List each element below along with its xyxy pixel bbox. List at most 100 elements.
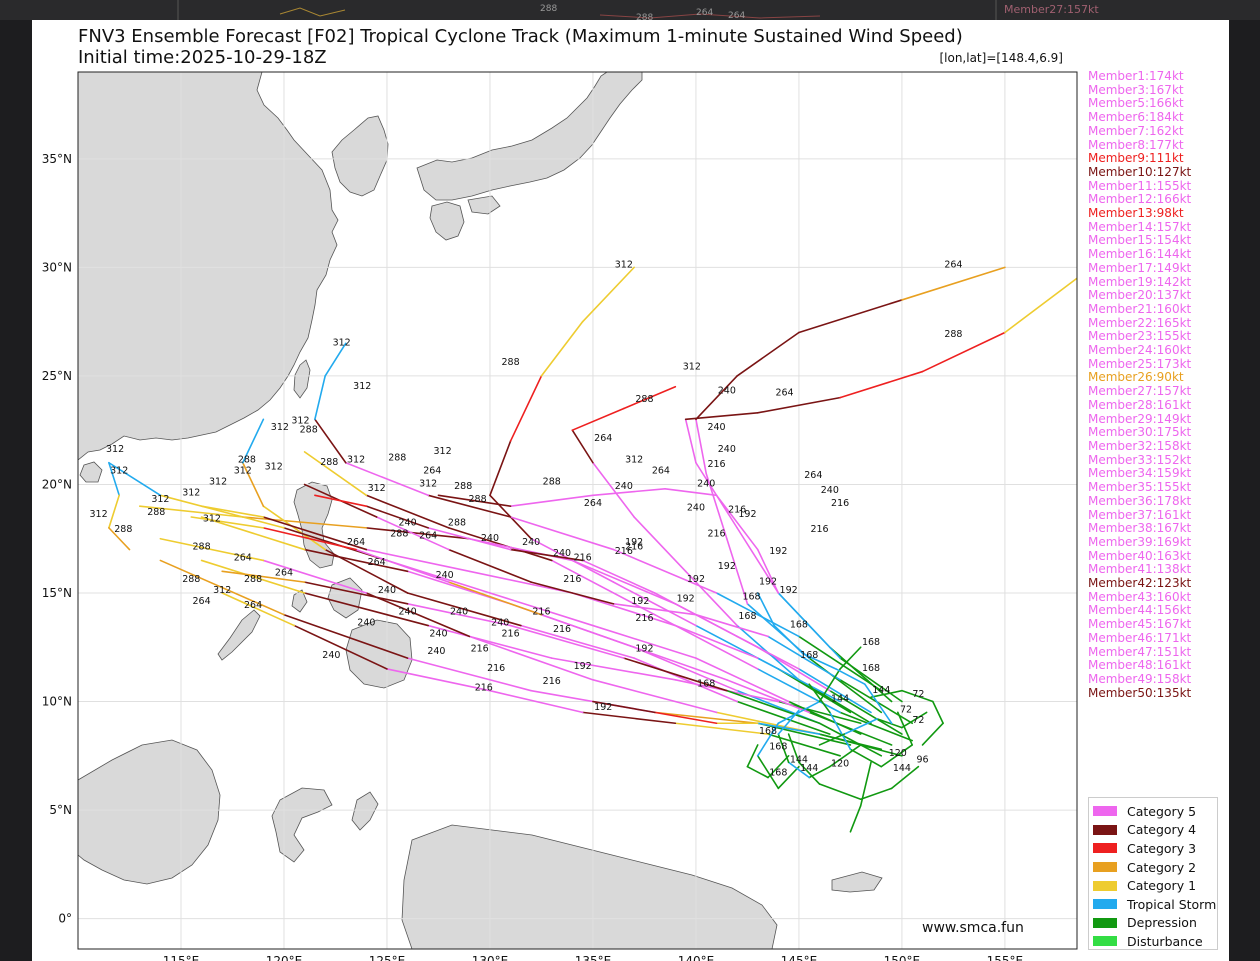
forecast-hour-label: 192 [677,594,695,605]
forecast-hour-label: 264 [244,600,262,611]
track-segment [695,418,708,475]
forecast-hour-label: 216 [475,683,493,694]
forecast-hour-label: 216 [625,542,643,553]
forecast-hour-label: 288 [448,518,466,529]
lon-label: 155°E [987,954,1024,961]
member-entry: Member35:155kt [1088,480,1192,495]
track-segment [684,412,759,421]
legend-swatch [1093,806,1117,817]
track-segment [777,765,800,790]
lon-label: 115°E [163,954,200,961]
track-segment [303,548,409,573]
plot-frame [77,71,1078,950]
forecast-hour-label: 288 [469,494,487,505]
track-segment [890,765,920,790]
track-segment [509,375,543,442]
member-entry: Member33:152kt [1088,452,1192,467]
track-segment [241,516,368,529]
forecast-hour-label: 240 [427,646,445,657]
track-segment [756,548,780,594]
track-segment [798,299,903,334]
member-entry: Member3:167kt [1088,82,1184,97]
forecast-hour-label: 312 [90,509,108,520]
member-entry: Member42:123kt [1088,576,1192,591]
forecast-hour-label: 192 [635,644,653,655]
track-segment [653,711,759,725]
forecast-hour-label: 216 [487,663,505,674]
track-segment [695,375,738,421]
track-segment [592,461,635,518]
track-segment [808,657,883,714]
forecast-hour-label: 216 [635,613,653,624]
member-entry: Member9:111kt [1088,151,1184,166]
track-segment [695,657,790,703]
forecast-hour-label: 240 [687,503,705,514]
forecast-hour-label: 312 [271,422,289,433]
background-track-label: 264 [696,8,713,18]
member-entry: Member17:149kt [1088,260,1192,275]
track-segment [221,592,296,627]
track-segment [550,657,677,681]
track-segment [489,689,584,714]
track-segment [262,505,326,551]
track-segment [468,570,574,594]
track-segment [864,683,893,725]
track-segment [571,407,625,431]
member-entry: Member34:159kt [1088,466,1192,481]
cursor-lonlat-readout: [lon,lat]=[148.4,6.9] [939,51,1063,65]
forecast-hour-label: 288 [543,476,561,487]
track-segment [190,516,265,529]
forecast-hour-label: 240 [322,650,340,661]
track-segment [200,505,265,518]
legend-item: Category 1 [1089,876,1217,895]
forecast-hour-label: 192 [625,537,643,548]
track-segment [612,581,697,627]
member-entry: Member45:167kt [1088,617,1192,632]
palawan [217,609,261,661]
track-segment [365,505,429,529]
track-segment [509,548,584,562]
track-segment [592,679,718,714]
track-segment [715,494,759,551]
member-entry: Member44:156kt [1088,603,1192,618]
legend-label: Depression [1127,915,1197,931]
track-segment [787,733,800,764]
track-segment [592,487,666,497]
forecast-hour-label: 240 [398,518,416,529]
forecast-hour-label: 168 [697,678,715,689]
track-segment [880,744,914,768]
halmahera [351,791,379,831]
track-segment [756,657,841,703]
forecast-hour-label: 264 [944,259,962,270]
track-segment [876,718,903,729]
legend-label: Category 2 [1127,859,1197,875]
track-segment [633,657,738,703]
track-segment [303,451,368,497]
track-segment [365,592,471,638]
track-segment [406,603,512,627]
forecast-hour-label: 240 [491,618,509,629]
track-segment [241,461,265,507]
track-segment [108,461,120,497]
land-masses [78,72,883,949]
track-segment [406,592,522,627]
new-guinea [401,824,778,949]
forecast-hour-label: 264 [804,470,822,481]
forecast-hour-label: 168 [862,663,880,674]
legend-item: Category 4 [1089,821,1217,840]
forecast-hour-label: 192 [780,585,798,596]
track-segment [756,396,841,414]
chart-title: FNV3 Ensemble Forecast [F02] Tropical Cy… [78,26,963,47]
forecast-hour-label: 312 [106,444,124,455]
track-segment [633,646,728,681]
forecast-hour-label: 312 [209,476,227,487]
track-segment [896,711,914,746]
member-entry: Member38:167kt [1088,521,1192,536]
forecast-hour-label: 312 [419,479,437,490]
forecast-hour-label: 192 [631,596,649,607]
japan-shikoku [467,195,501,215]
legend-label: Category 3 [1127,840,1197,856]
forecast-hour-label: 168 [800,650,818,661]
forecast-hour-label: 168 [738,611,756,622]
